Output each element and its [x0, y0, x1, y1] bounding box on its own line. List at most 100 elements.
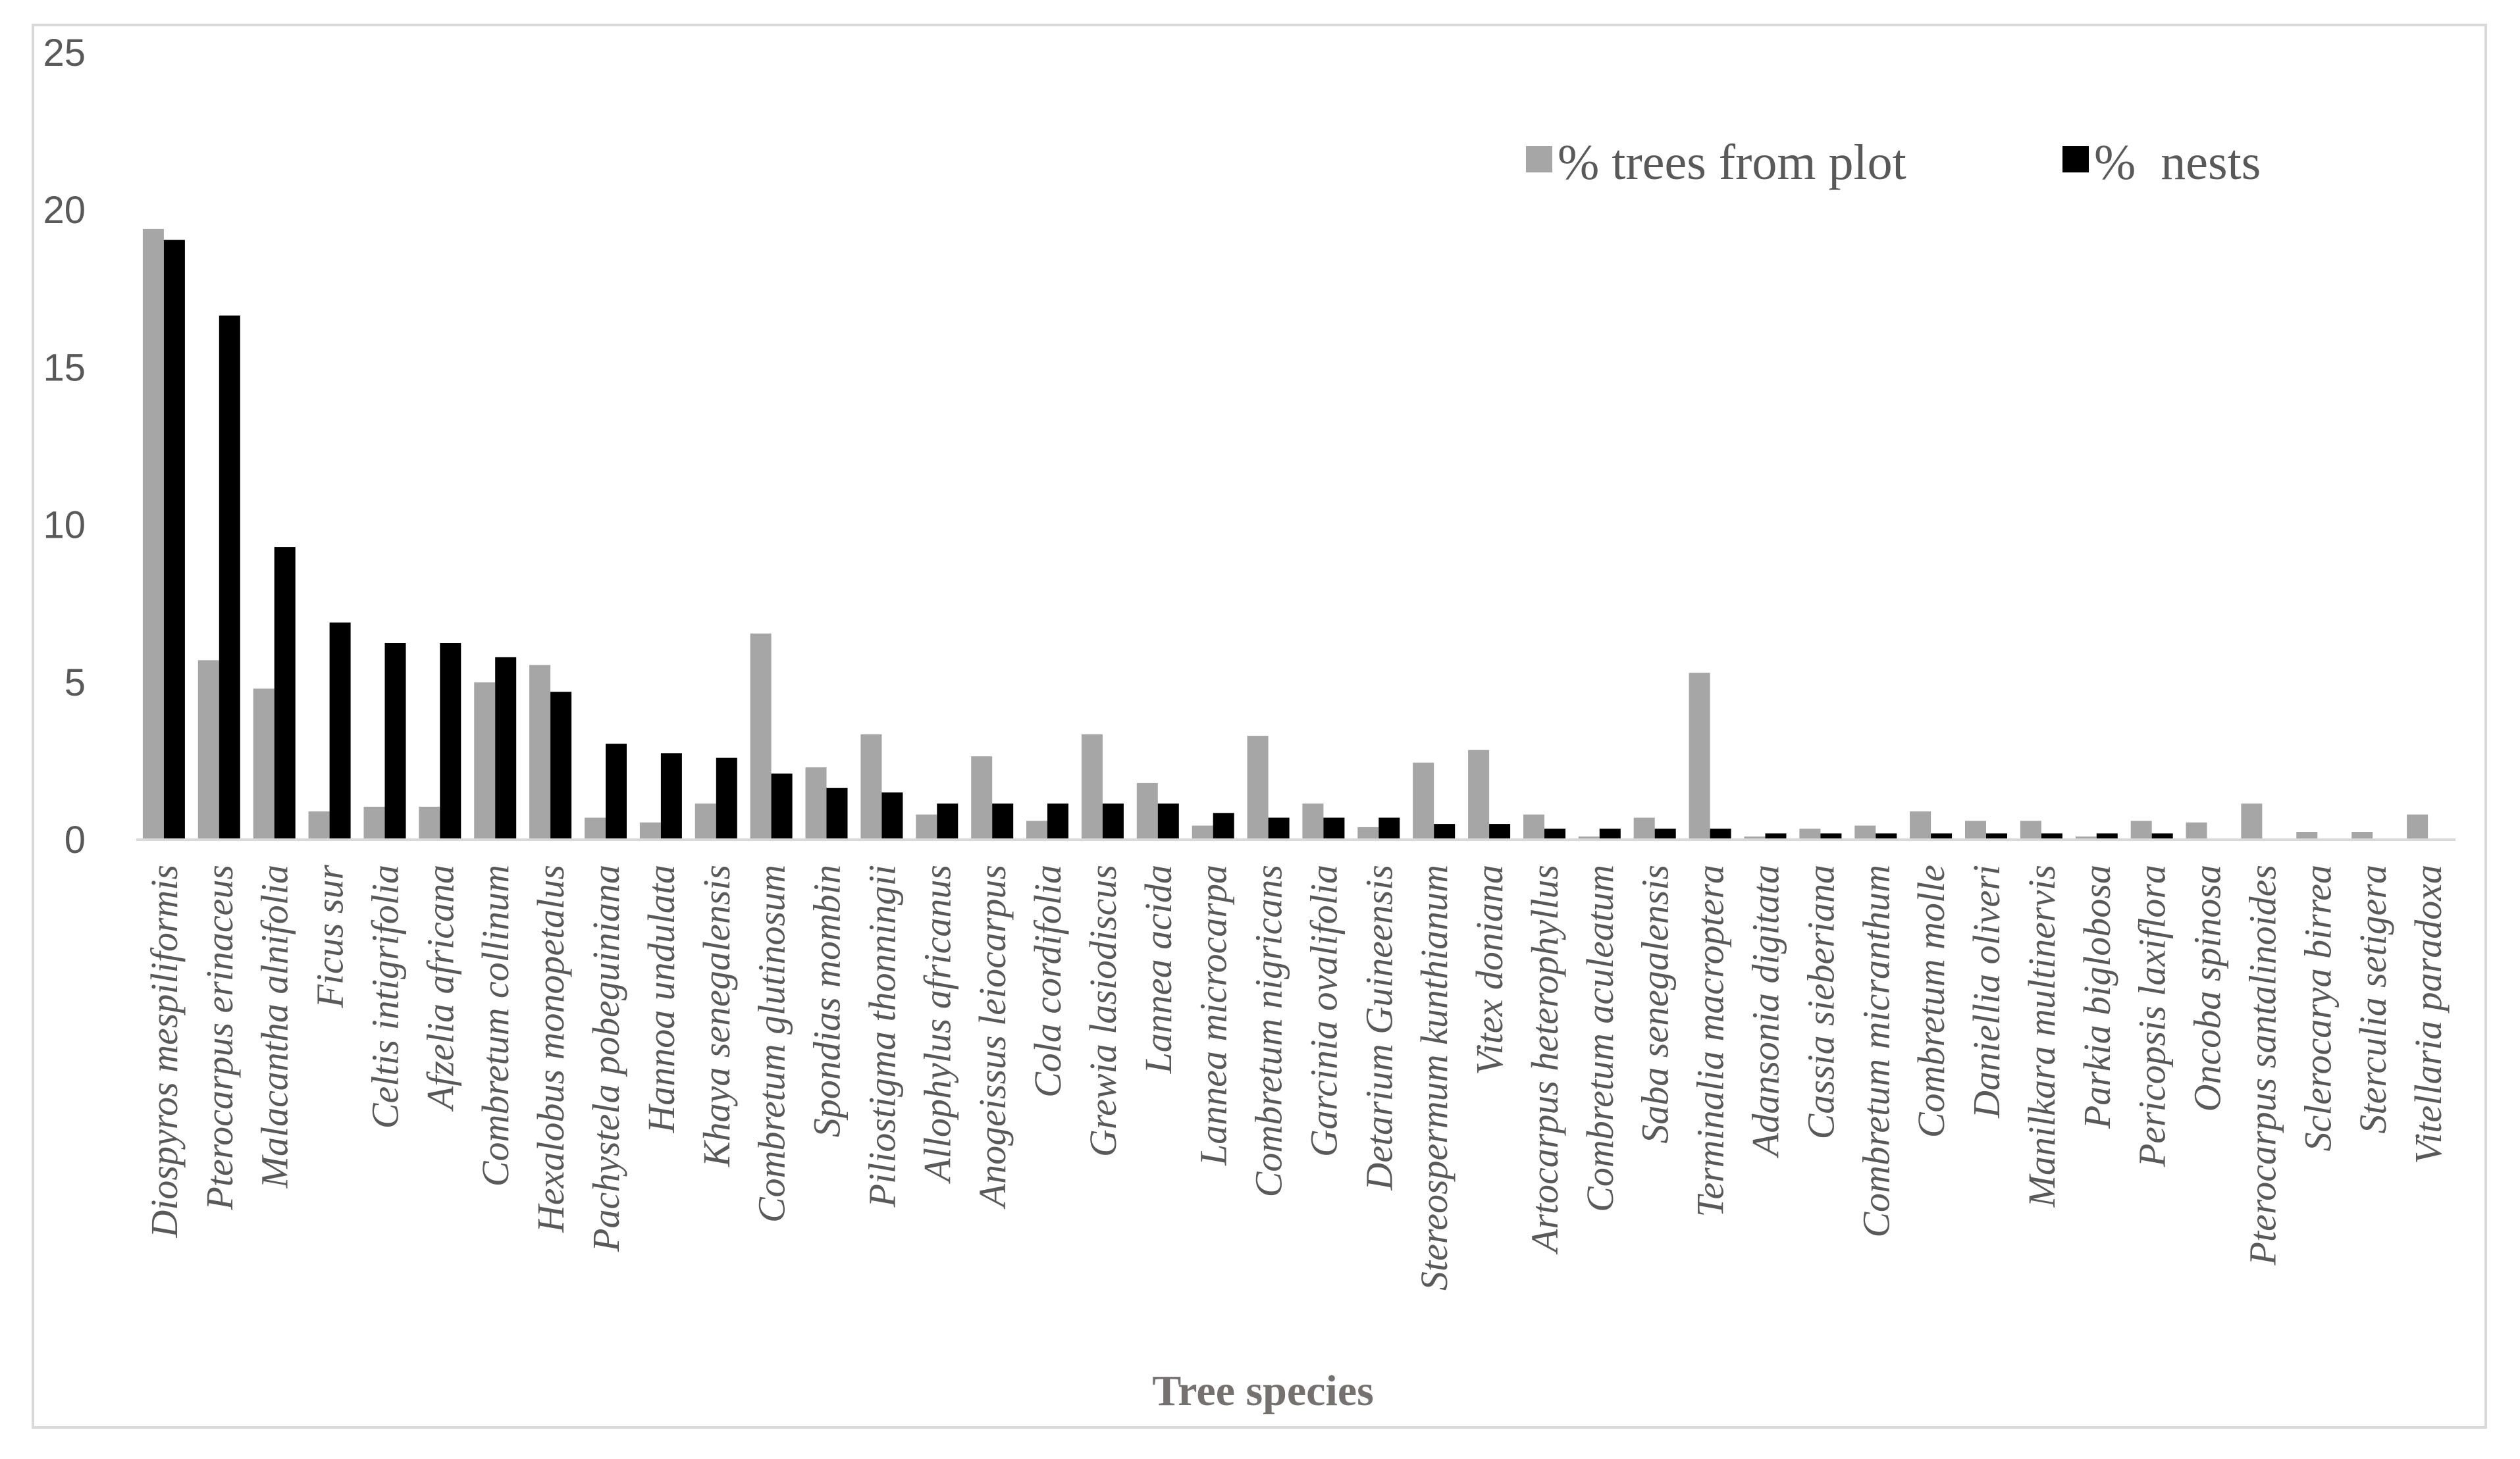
bar-trees-from-plot: [2075, 836, 2097, 840]
category-label: Combretum micranthum: [1854, 865, 1897, 1238]
y-tick-label: 20: [43, 189, 86, 232]
bar-nests: [1986, 833, 2007, 840]
bar-trees-from-plot: [1468, 750, 1490, 840]
legend-swatch: [2062, 146, 2089, 172]
bar-trees-from-plot: [860, 734, 882, 840]
category-label: Malacantha alnifolia: [253, 865, 296, 1189]
bar-nests: [219, 315, 240, 840]
bar-nests: [329, 622, 351, 840]
category-label: Daniellia oliveri: [1965, 865, 2008, 1119]
category-label: Detarium Guineensis: [1357, 865, 1400, 1191]
bar-trees-from-plot: [2241, 804, 2263, 840]
bar-nests: [1378, 817, 1400, 840]
bar-trees-from-plot: [750, 633, 772, 840]
category-label: Diospyros mespiliformis: [143, 865, 186, 1239]
bar-trees-from-plot: [1689, 673, 1710, 840]
bar-nests: [1654, 829, 1676, 840]
bar-trees-from-plot: [971, 756, 993, 840]
legend-label: % nests: [2094, 135, 2261, 190]
category-label: Saba senegalensis: [1634, 865, 1677, 1144]
category-label: Khaya senegalensis: [695, 865, 738, 1167]
bar-nests: [1765, 833, 1787, 840]
bar-trees-from-plot: [1799, 829, 1821, 840]
bar-nests: [881, 792, 903, 840]
category-label: Hannoa undulata: [640, 865, 683, 1134]
bar-nests: [1710, 829, 1731, 840]
bar-trees-from-plot: [197, 660, 219, 840]
bar-nests: [606, 744, 627, 840]
category-label: Hexalobus monopetalus: [529, 865, 572, 1233]
category-label: Combretum aculeatum: [1579, 865, 1621, 1212]
bar-nests: [1157, 804, 1179, 840]
bar-nests: [163, 240, 185, 840]
bar-nests: [1268, 817, 1290, 840]
bar-trees-from-plot: [1854, 825, 1876, 840]
category-label: Pterocarpus santalinoides: [2241, 865, 2284, 1266]
category-label: Vitellaria paradoxa: [2407, 865, 2450, 1164]
bar-trees-from-plot: [1523, 814, 1544, 840]
bar-trees-from-plot: [1247, 736, 1269, 840]
category-label: Pachystela pobeguiniana: [585, 865, 627, 1252]
bar-nests: [1931, 833, 1953, 840]
legend-swatch: [1526, 146, 1552, 172]
category-label: Spondias mombin: [806, 865, 849, 1137]
category-label: Sterculia setigera: [2351, 865, 2394, 1134]
bar-nests: [826, 788, 848, 840]
category-label: Cola cordifolia: [1026, 865, 1069, 1098]
y-axis-ticks: 0 5 10 15 20 25: [43, 32, 86, 861]
category-label: Lannea microcarpa: [1192, 865, 1235, 1166]
bar-nests: [1434, 824, 1456, 840]
bar-trees-from-plot: [1192, 825, 1213, 840]
category-label: Combretum molle: [1910, 865, 1953, 1138]
legend: % trees from plot % nests: [1526, 135, 2261, 190]
bar-nests: [1102, 804, 1124, 840]
bar-trees-from-plot: [639, 822, 661, 840]
category-label: Pterocarpus erinaceus: [198, 865, 241, 1211]
bar-trees-from-plot: [1413, 762, 1434, 840]
bar-nests: [384, 643, 406, 840]
bar-nests: [1213, 813, 1234, 840]
bar-nests: [1876, 833, 1897, 840]
bar-trees-from-plot: [308, 811, 330, 840]
category-label: Artocarpus heterophyllus: [1523, 865, 1566, 1255]
category-label: Combretum collinum: [474, 865, 517, 1187]
bar-trees-from-plot: [585, 817, 606, 840]
y-tick-label: 10: [43, 504, 86, 547]
bar-nests: [2096, 833, 2118, 840]
bar-trees-from-plot: [253, 688, 275, 840]
bar-nests: [771, 773, 793, 840]
bar-nests: [1820, 833, 1842, 840]
category-label: Combretum glutinosum: [750, 865, 793, 1223]
chart-frame: [32, 24, 2487, 1429]
category-label: Grewia lasiodiscus: [1082, 865, 1124, 1157]
bar-trees-from-plot: [2020, 821, 2041, 840]
category-label: Anogeissus leiocarpus: [971, 865, 1014, 1210]
bar-trees-from-plot: [2186, 822, 2207, 840]
bar-nests: [440, 643, 461, 840]
bar-nests: [1323, 817, 1345, 840]
bar-trees-from-plot: [1744, 836, 1766, 840]
y-tick-label: 15: [43, 346, 86, 389]
bar-trees-from-plot: [916, 814, 937, 840]
bar-trees-from-plot: [805, 767, 827, 840]
category-label: Cassia sieberiana: [1799, 865, 1842, 1139]
y-tick-label: 5: [65, 661, 86, 704]
bar-nests: [937, 804, 958, 840]
bar-trees-from-plot: [1357, 827, 1379, 840]
bar-nests: [1489, 824, 1511, 840]
bar-nests: [2151, 833, 2173, 840]
bar-nests: [550, 692, 572, 840]
category-label: Piliostigma thonningii: [860, 865, 903, 1208]
bar-trees-from-plot: [142, 228, 164, 840]
category-label: Lannea acida: [1137, 865, 1180, 1074]
x-axis-title: Tree species: [1152, 1367, 1374, 1415]
y-tick-label: 0: [65, 819, 86, 861]
category-label: Ficus sur: [309, 865, 352, 1009]
bar-trees-from-plot: [1026, 821, 1047, 840]
bar-trees-from-plot: [2130, 821, 2152, 840]
category-label: Manilkara multinervis: [2020, 865, 2063, 1208]
category-label: Oncoba spinosa: [2186, 865, 2229, 1112]
category-label: Pericopsis laxiflora: [2131, 865, 2174, 1167]
bar-trees-from-plot: [1302, 804, 1324, 840]
